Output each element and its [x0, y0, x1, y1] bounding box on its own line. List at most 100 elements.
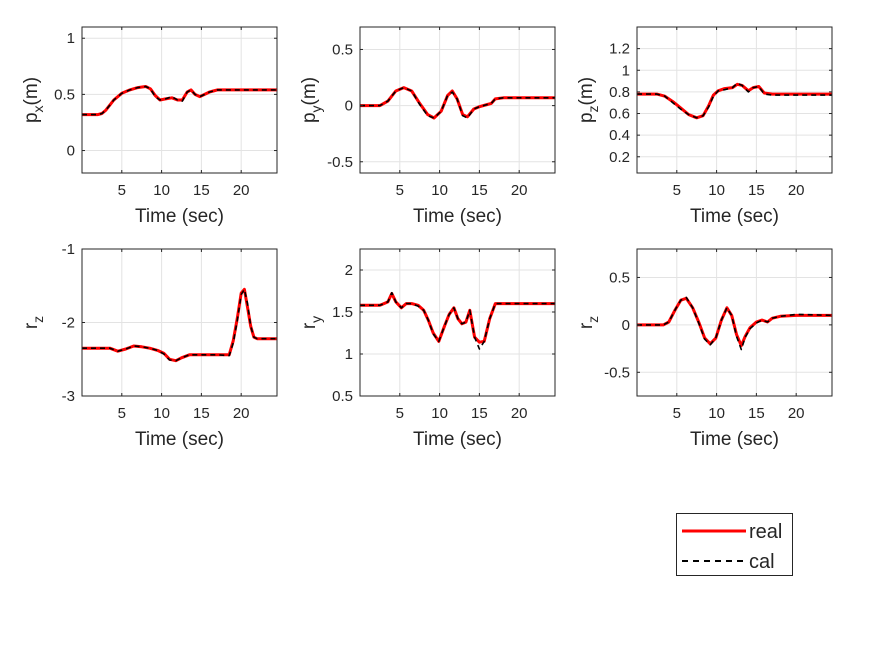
- y-tick-label: 0.8: [609, 84, 630, 101]
- series-line-cal: [360, 291, 555, 350]
- series-line-cal: [360, 86, 555, 119]
- y-tick-label: 0.5: [332, 41, 353, 58]
- y-axis-label: rz: [21, 316, 46, 329]
- subplot-5: 5 10 15 20 0.5 1 1.5 2 Time (sec) ry: [299, 248, 556, 450]
- y-tick-label: -0.5: [604, 364, 630, 381]
- y-label-subscript: y: [308, 105, 324, 112]
- y-axis-label: pz(m): [576, 77, 601, 123]
- y-tick-label: 1.5: [332, 304, 353, 321]
- y-label-subscript: z: [585, 316, 601, 323]
- y-tick-label: 0.6: [609, 106, 630, 123]
- legend-label-real: real: [749, 521, 783, 543]
- y-tick-label: 0: [67, 143, 75, 160]
- legend-swatch-cal: [682, 560, 746, 562]
- y-tick-label: 1: [622, 62, 630, 79]
- x-tick-label: 20: [233, 182, 250, 199]
- y-label-base: r: [299, 322, 320, 329]
- subplot-1: 5 10 15 20 0 0.5 1 Time (sec) px(m): [21, 26, 278, 227]
- y-label-subscript: z: [585, 105, 601, 112]
- x-tick-label: 15: [471, 182, 488, 199]
- x-tick-label: 10: [153, 182, 170, 199]
- y-label-base: p: [299, 112, 320, 123]
- subplot-3: 5 10 15 20 0.2 0.4 0.6 0.8 1 1.2 Time (sec) pz(m): [576, 26, 833, 227]
- axes-box: [359, 26, 556, 174]
- y-label-suffix: (m): [299, 77, 320, 105]
- x-tick-label: 20: [788, 182, 805, 199]
- legend-label-cal: cal: [749, 551, 775, 573]
- legend-entry-real: real: [677, 518, 792, 544]
- y-axis-label: py(m): [299, 77, 324, 123]
- y-label-base: p: [576, 112, 597, 123]
- x-tick-label: 5: [118, 405, 126, 422]
- y-tick-label: 1.2: [609, 41, 630, 58]
- x-tick-label: 5: [673, 182, 681, 199]
- x-tick-label: 20: [511, 182, 528, 199]
- y-tick-label: -1: [62, 241, 75, 258]
- y-label-suffix: (m): [21, 77, 42, 105]
- axes-box: [81, 26, 278, 174]
- x-tick-label: 15: [471, 405, 488, 422]
- axes-box: [359, 248, 556, 397]
- y-label-subscript: y: [308, 316, 324, 323]
- x-tick-label: 20: [233, 405, 250, 422]
- x-tick-label: 15: [748, 405, 765, 422]
- x-tick-label: 5: [673, 405, 681, 422]
- y-label-suffix: (m): [576, 77, 597, 105]
- x-tick-label: 10: [153, 405, 170, 422]
- y-tick-label: 0.5: [54, 86, 75, 103]
- y-label-base: p: [21, 112, 42, 123]
- y-label-base: r: [21, 322, 42, 329]
- y-tick-label: -2: [62, 315, 75, 332]
- series-line-real: [360, 86, 555, 120]
- y-tick-label: 1: [345, 346, 353, 363]
- legend-entry-cal: cal: [677, 548, 792, 574]
- x-tick-label: 10: [708, 182, 725, 199]
- series-line-cal: [637, 296, 833, 351]
- series-line-real: [82, 85, 277, 117]
- x-tick-label: 10: [431, 182, 448, 199]
- x-tick-label: 10: [708, 405, 725, 422]
- chart-legend: real cal: [676, 513, 793, 576]
- y-label-base: r: [576, 322, 597, 329]
- x-tick-label: 5: [396, 405, 404, 422]
- x-axis-label: Time (sec): [690, 429, 779, 450]
- x-tick-label: 20: [788, 405, 805, 422]
- series-line-cal: [82, 288, 277, 362]
- y-tick-label: 0: [345, 98, 353, 115]
- y-tick-label: -3: [62, 388, 75, 405]
- y-tick-label: -0.5: [327, 154, 353, 171]
- x-axis-label: Time (sec): [413, 206, 502, 227]
- y-label-subscript: z: [30, 316, 46, 323]
- subplot-6: 5 10 15 20 -0.5 0 0.5 Time (sec) rz: [576, 248, 833, 450]
- y-axis-label: rz: [576, 316, 601, 329]
- x-tick-label: 15: [193, 182, 210, 199]
- x-tick-label: 20: [511, 405, 528, 422]
- subplot-4: 5 10 15 20 -3 -2 -1 Time (sec) rz: [21, 241, 278, 450]
- y-tick-label: 0.2: [609, 149, 630, 166]
- axes-box: [636, 248, 833, 397]
- series-line-real: [360, 292, 555, 344]
- x-axis-label: Time (sec): [413, 429, 502, 450]
- y-tick-label: 2: [345, 262, 353, 279]
- series-line-real: [637, 296, 832, 348]
- series-line-real: [82, 287, 277, 363]
- y-tick-label: 1: [67, 30, 75, 47]
- x-axis-label: Time (sec): [135, 206, 224, 227]
- x-tick-label: 5: [396, 182, 404, 199]
- x-tick-label: 10: [431, 405, 448, 422]
- y-tick-label: 0: [622, 317, 630, 334]
- y-tick-label: 0.4: [609, 127, 630, 144]
- series-line-cal: [82, 85, 277, 116]
- series-line-real: [637, 82, 832, 120]
- x-tick-label: 15: [748, 182, 765, 199]
- axes-box: [636, 26, 833, 174]
- y-label-subscript: x: [30, 105, 46, 112]
- legend-swatch-real: [682, 529, 746, 533]
- y-tick-label: 0.5: [609, 269, 630, 286]
- x-tick-label: 5: [118, 182, 126, 199]
- x-tick-label: 15: [193, 405, 210, 422]
- x-axis-label: Time (sec): [135, 429, 224, 450]
- y-axis-label: px(m): [21, 77, 46, 123]
- series-line-cal: [637, 82, 832, 119]
